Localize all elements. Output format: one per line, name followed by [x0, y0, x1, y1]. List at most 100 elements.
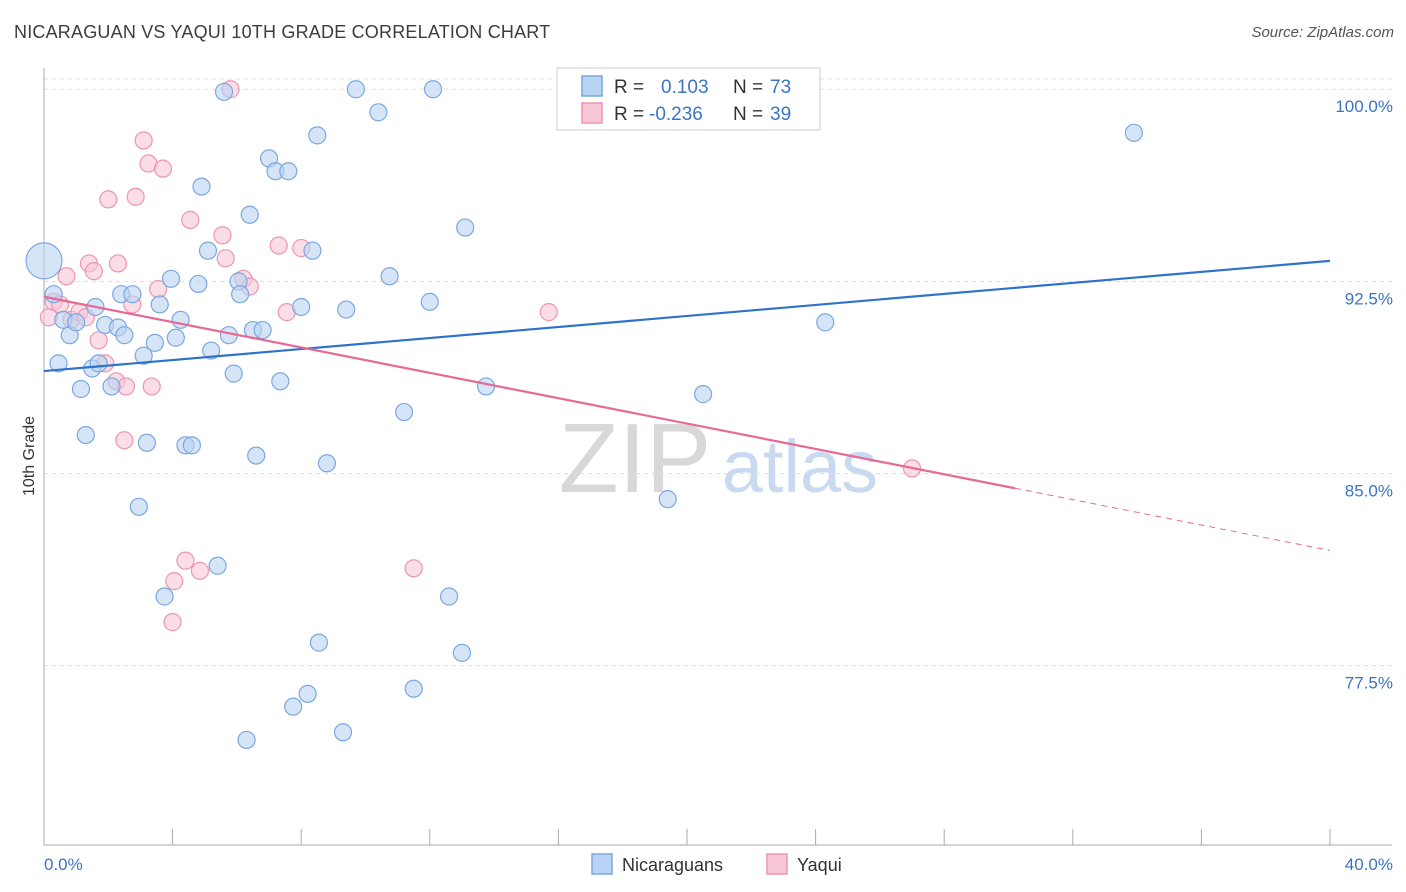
y-tick-label-0: 100.0% [1335, 97, 1393, 116]
nicaraguan-point-24 [166, 328, 185, 347]
yaqui-point-28 [213, 226, 232, 245]
nicaraguan-point-62 [423, 80, 443, 99]
yaqui-point-20 [142, 377, 161, 396]
nicaraguan-point-41 [247, 446, 266, 465]
yaqui-trend-line-extension [1014, 487, 1331, 551]
yaqui-point-14 [115, 431, 134, 450]
nicaraguan-point-38 [237, 730, 256, 750]
bottom-legend-swatch-yaqui [766, 853, 788, 875]
bottom-legend-label-nicaraguans: Nicaraguans [622, 855, 723, 875]
y-tick-label-3: 77.5% [1345, 674, 1393, 693]
nicaraguan-point-70 [693, 385, 713, 404]
yaqui-point-9 [89, 331, 108, 350]
nicaraguan-point-51 [308, 126, 327, 145]
nicaraguan-point-69 [658, 490, 677, 509]
nicaraguan-point-45 [271, 372, 290, 391]
yaqui-point-27 [190, 561, 210, 580]
bottom-legend-swatch-nicaraguans [591, 853, 613, 875]
y-axis-title: 10th Grade [21, 416, 38, 496]
yaqui-point-25 [176, 551, 195, 570]
yaqui-point-13 [108, 254, 128, 273]
nicaraguan-point-39 [240, 205, 259, 224]
nicaraguan-point-54 [333, 723, 353, 742]
nicaraguan-point-60 [404, 679, 423, 698]
yaqui-point-22 [153, 159, 173, 178]
yaqui-trend-line [43, 295, 1016, 490]
legend-swatch-yaqui [581, 102, 603, 124]
legend-n-value-2: 39 [770, 104, 791, 125]
source-label: Source: ZipAtlas.com [1251, 24, 1394, 41]
series-legend: Nicaraguans Yaqui [591, 853, 842, 875]
nicaraguan-point-59 [394, 402, 414, 422]
nicaraguan-point-66 [476, 377, 496, 396]
yaqui-point-33 [269, 236, 288, 255]
nicaraguan-point-35 [224, 364, 243, 383]
yaqui-point-29 [216, 249, 235, 268]
yaqui-points [39, 80, 922, 632]
nicaraguan-point-28 [189, 274, 208, 294]
legend-swatch-nicaraguans [581, 75, 603, 97]
nicaraguan-point-6 [71, 379, 91, 399]
nicaraguan-point-31 [202, 341, 221, 360]
nicaraguan-point-47 [284, 697, 303, 716]
yaqui-point-36 [404, 559, 423, 578]
y-tick-label-1: 92.5% [1345, 289, 1393, 308]
nicaraguan-point-33 [214, 82, 234, 101]
x-tick-marks [172, 829, 1331, 845]
nicaraguan-point-72 [1124, 123, 1143, 142]
chart-title: NICARAGUAN VS YAQUI 10TH GRADE CORRELATI… [14, 22, 551, 42]
x-tick-label-0: 0.0% [44, 855, 83, 874]
yaqui-point-24 [165, 572, 184, 591]
yaqui-point-26 [181, 210, 200, 229]
nicaraguan-point-55 [337, 300, 356, 319]
yaqui-point-23 [163, 613, 182, 632]
nicaraguan-point-65 [456, 218, 475, 237]
nicaraguan-point-49 [298, 684, 317, 703]
nicaraguan-point-53 [317, 454, 337, 473]
yaqui-point-18 [134, 131, 153, 150]
stats-legend: R = 0.103 N = 73 R = -0.236 N = 39 [556, 67, 821, 131]
legend-r-value-1: 0.103 [661, 77, 709, 98]
legend-r-value-2: -0.236 [649, 104, 703, 125]
nicaraguan-point-46 [279, 162, 298, 181]
legend-n-label-1: N = [733, 77, 763, 98]
yaqui-point-37 [539, 303, 558, 322]
nicaraguan-point-7 [76, 425, 95, 445]
yaqui-point-3 [57, 267, 76, 286]
nicaraguan-point-56 [346, 80, 365, 99]
nicaraguan-point-71 [816, 313, 835, 332]
nicaraguan-point-58 [380, 267, 399, 286]
nicaraguan-point-10 [89, 354, 108, 373]
nicaraguan-trend-line [43, 259, 1331, 373]
nicaraguan-point-50 [303, 241, 322, 260]
nicaraguan-point-15 [115, 326, 134, 345]
y-tick-labels: 100.0% 92.5% 85.0% 77.5% [1335, 97, 1393, 692]
watermark-zip: ZIP [559, 403, 711, 513]
legend-n-label-2: N = [733, 104, 763, 125]
nicaraguan-point-42 [253, 320, 272, 340]
nicaraguan-point-48 [292, 297, 311, 317]
nicaraguan-point-18 [134, 346, 153, 365]
grid-lines [44, 78, 1392, 667]
nicaraguan-point-23 [161, 269, 181, 288]
nicaraguan-point-20 [145, 333, 165, 352]
legend-r-label-2: R = [614, 104, 644, 125]
nicaraguan-point-63 [439, 587, 459, 606]
legend-n-value-1: 73 [770, 77, 791, 98]
x-tick-labels: 0.0% 40.0% [44, 855, 1393, 874]
nicaraguan-point-57 [369, 103, 388, 122]
yaqui-point-8 [84, 262, 103, 281]
nicaraguan-point-52 [309, 633, 328, 652]
nicaraguan-point-2 [49, 354, 68, 373]
nicaraguan-point-30 [198, 241, 218, 260]
legend-r-label-1: R = [614, 77, 644, 98]
nicaraguan-point-16 [123, 285, 142, 304]
nicaraguan-point-29 [192, 177, 211, 196]
bottom-legend-label-yaqui: Yaqui [797, 855, 842, 875]
nicaraguan-point-19 [137, 433, 156, 452]
nicaraguan-point-37 [231, 285, 250, 304]
watermark-atlas: atlas [722, 425, 878, 508]
nicaraguan-point-22 [155, 587, 174, 606]
nicaraguan-point-12 [102, 377, 121, 396]
